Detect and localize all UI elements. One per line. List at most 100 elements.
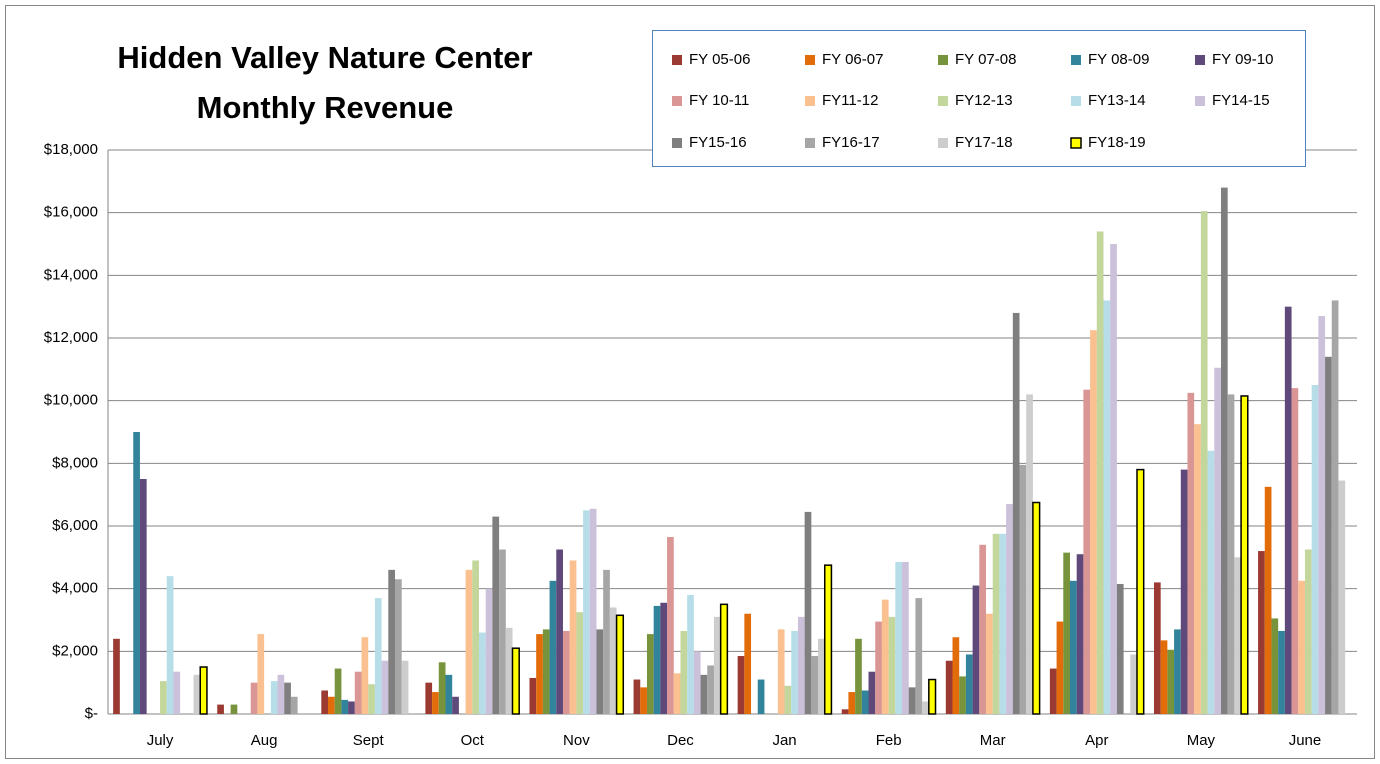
bar [1116, 583, 1124, 714]
bar [986, 613, 993, 714]
bar [1304, 549, 1312, 714]
bar [492, 516, 500, 714]
x-tick-label: Oct [461, 732, 485, 749]
bar [811, 656, 819, 714]
y-tick-label: $6,000 [52, 517, 98, 534]
bar [549, 580, 557, 714]
bar [381, 660, 389, 714]
bar [757, 679, 765, 714]
bar [660, 602, 668, 714]
bar [576, 612, 584, 714]
bar [700, 674, 708, 714]
y-tick-label: $4,000 [52, 580, 98, 597]
legend-label: FY 09-10 [1212, 51, 1273, 68]
bar [1110, 244, 1117, 714]
legend-label: FY12-13 [955, 92, 1013, 109]
bar [609, 607, 617, 714]
bar [1069, 580, 1077, 714]
bar [1240, 395, 1249, 715]
bar [680, 630, 688, 714]
bar [744, 613, 752, 714]
bar [707, 665, 714, 714]
bar [1026, 394, 1033, 714]
bar [999, 533, 1007, 714]
bar [868, 671, 876, 714]
x-tick-label: Jan [772, 732, 796, 749]
bar [354, 671, 362, 714]
bar [290, 696, 298, 714]
bar [511, 647, 520, 715]
bar [603, 569, 610, 714]
legend-swatch [1070, 137, 1082, 149]
chart-title: Hidden Valley Nature Center [117, 40, 532, 75]
legend-swatch [938, 55, 948, 65]
bar [1180, 469, 1188, 714]
legend-label: FY 10-11 [689, 92, 749, 109]
bar [992, 533, 1000, 714]
bar [895, 562, 903, 714]
legend-label: FY14-15 [1212, 92, 1270, 109]
bar [1338, 480, 1346, 714]
bar [388, 569, 396, 714]
bar [193, 674, 201, 714]
bar [529, 677, 537, 714]
bar [562, 630, 570, 714]
bar [965, 654, 973, 714]
bar [1194, 424, 1201, 714]
bar [284, 682, 291, 714]
bar [1207, 450, 1215, 714]
legend-label: FY17-18 [955, 134, 1013, 151]
y-tick-label: $2,000 [52, 642, 98, 659]
legend-label: FY16-17 [822, 134, 880, 151]
bar [902, 562, 909, 714]
bar [1012, 312, 1020, 714]
bar [1153, 582, 1161, 714]
bar [1331, 300, 1339, 714]
legend-swatch [1195, 96, 1205, 106]
y-tick-label: $12,000 [44, 329, 98, 346]
legend-swatch [672, 138, 682, 148]
legend-swatch [1195, 55, 1205, 65]
bar [1103, 300, 1111, 714]
bar [583, 510, 590, 714]
bar [972, 585, 980, 714]
bar [199, 666, 208, 715]
legend-swatch [938, 138, 948, 148]
bar [368, 684, 375, 714]
bar [1325, 356, 1332, 714]
legend-swatch [672, 55, 682, 65]
bar [1090, 330, 1097, 714]
bar [915, 598, 923, 714]
bar [589, 508, 597, 714]
bar [217, 704, 224, 714]
bar [113, 638, 120, 714]
bar [556, 549, 563, 714]
bar [1096, 231, 1104, 714]
bar [861, 690, 869, 714]
bar [1200, 211, 1208, 714]
bar [959, 676, 966, 714]
bar [945, 660, 953, 714]
legend-label: FY 08-09 [1088, 51, 1149, 68]
x-tick-label: Dec [667, 732, 694, 749]
bar [1187, 392, 1195, 714]
x-tick-label: Apr [1085, 732, 1108, 749]
bar [1083, 389, 1091, 714]
bar [173, 671, 181, 714]
x-tick-label: Mar [980, 732, 1006, 749]
bar [438, 662, 446, 714]
bar [1234, 557, 1242, 714]
chart-title: Monthly Revenue [197, 90, 454, 125]
bar [673, 673, 681, 714]
bar [425, 682, 433, 714]
bar [633, 679, 641, 714]
bar [922, 701, 929, 714]
legend-label: FY 05-06 [689, 51, 750, 68]
bar [908, 687, 916, 714]
legend-swatch [805, 96, 815, 106]
y-tick-label: $10,000 [44, 392, 98, 409]
bar [804, 511, 812, 714]
x-tick-label: Sept [353, 732, 385, 749]
bar [841, 709, 849, 714]
bar [478, 632, 486, 714]
